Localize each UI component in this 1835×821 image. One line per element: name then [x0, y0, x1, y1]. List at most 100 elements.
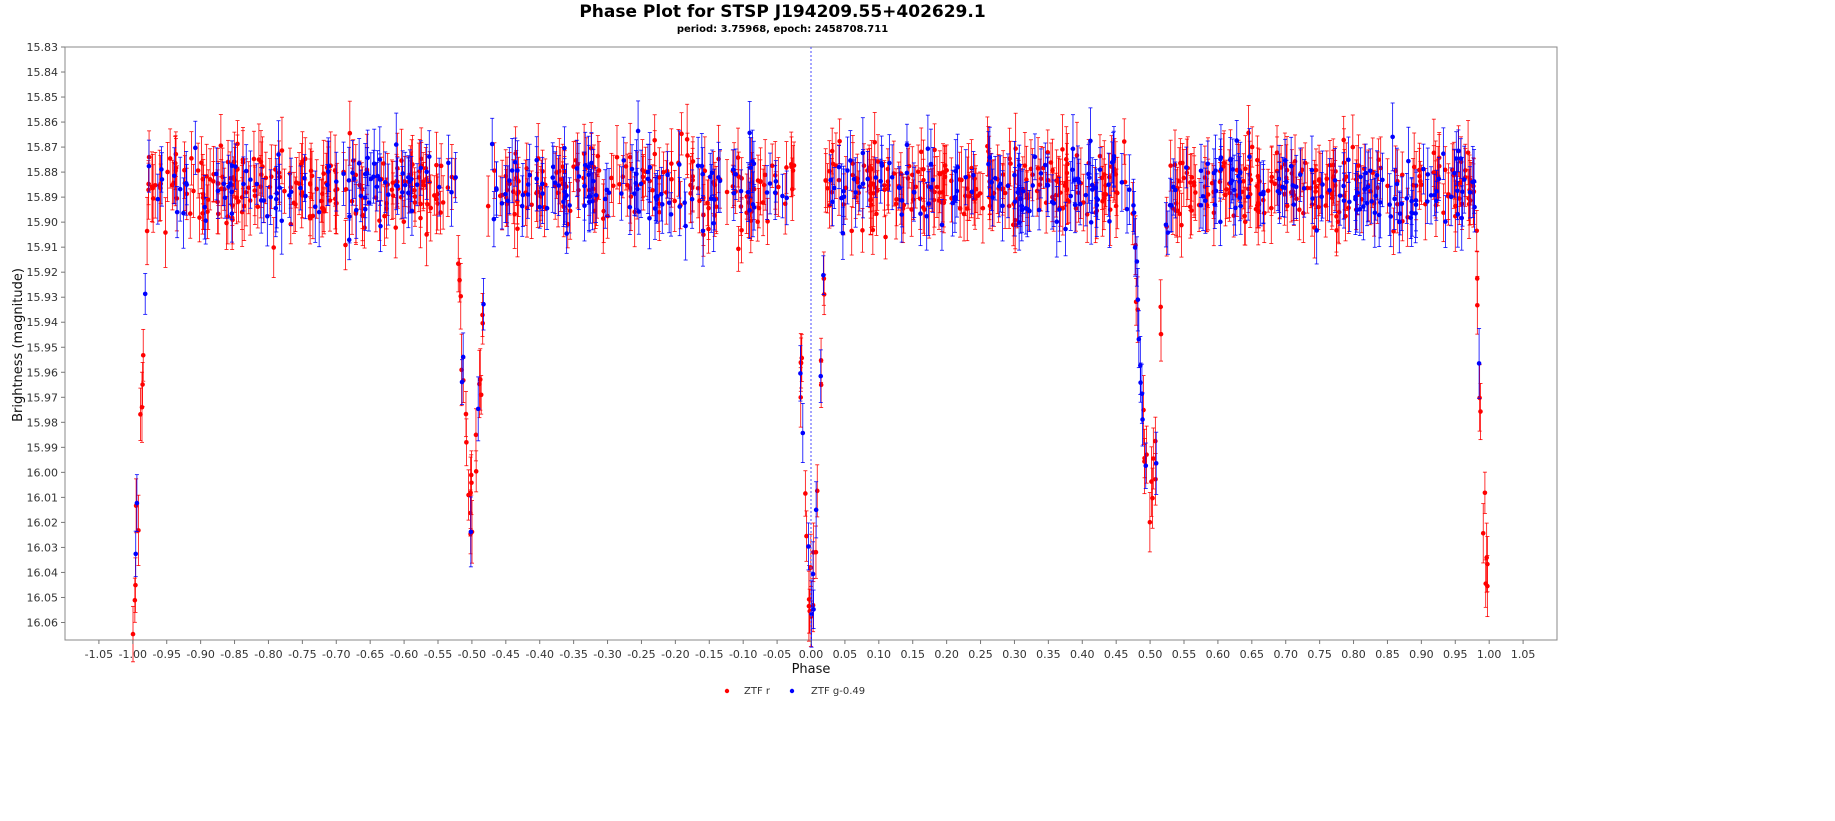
point-ztf-g — [925, 114, 931, 183]
point-ztf-g — [1247, 128, 1252, 186]
point-ztf-g — [1424, 179, 1430, 224]
x-tick-label: -0.15 — [695, 648, 723, 661]
point-ztf-r — [1465, 120, 1471, 186]
point-ztf-g — [1107, 194, 1112, 248]
point-ztf-g — [159, 146, 164, 193]
point-ztf-g — [1346, 136, 1351, 183]
point-ztf-r — [150, 164, 156, 233]
x-tick-label: -0.50 — [458, 648, 486, 661]
point-ztf-g — [1012, 140, 1017, 210]
point-ztf-r — [1482, 471, 1488, 514]
point-ztf-r — [893, 168, 899, 240]
point-ztf-g — [695, 136, 701, 195]
point-ztf-g — [668, 192, 674, 237]
point-ztf-g — [699, 133, 705, 199]
x-tick-label: -0.80 — [254, 648, 282, 661]
point-ztf-r — [235, 120, 240, 168]
point-ztf-g — [733, 148, 739, 200]
point-ztf-g — [1448, 167, 1454, 227]
point-ztf-r — [165, 141, 170, 202]
y-axis-label: Brightness (magnitude) — [11, 268, 26, 422]
point-ztf-g — [1057, 176, 1062, 243]
point-ztf-g — [1275, 171, 1281, 212]
point-ztf-g — [1472, 181, 1477, 233]
point-ztf-g — [873, 157, 879, 198]
x-tick-label: -0.60 — [390, 648, 418, 661]
x-tick-label: -0.30 — [593, 648, 621, 661]
point-ztf-r — [291, 171, 297, 234]
point-ztf-g — [418, 140, 424, 196]
point-ztf-r — [294, 157, 299, 209]
point-ztf-g — [1012, 166, 1018, 237]
point-ztf-g — [939, 199, 945, 251]
point-ztf-g — [374, 162, 380, 212]
point-ztf-g — [1397, 192, 1403, 236]
point-ztf-r — [765, 197, 770, 245]
point-ztf-g — [351, 158, 357, 199]
point-ztf-g — [1332, 148, 1338, 213]
point-ztf-g — [449, 157, 454, 227]
point-ztf-g — [1019, 187, 1025, 233]
point-ztf-g — [887, 134, 892, 192]
x-tick-label: -0.45 — [492, 648, 520, 661]
point-ztf-r — [412, 178, 418, 227]
y-tick-label: 15.99 — [27, 441, 59, 454]
point-ztf-g — [952, 166, 958, 233]
point-ztf-g — [436, 157, 442, 217]
point-ztf-g — [645, 143, 651, 201]
point-ztf-g — [848, 130, 853, 191]
y-tick-label: 15.97 — [27, 391, 59, 404]
point-ztf-g — [1394, 147, 1400, 221]
x-tick-label: -0.95 — [152, 648, 180, 661]
point-ztf-g — [619, 166, 624, 221]
point-ztf-r — [200, 174, 206, 222]
data-points — [130, 100, 1490, 663]
point-ztf-g — [784, 170, 790, 226]
point-ztf-r — [756, 187, 762, 229]
point-ztf-g — [950, 169, 955, 237]
point-ztf-r — [308, 148, 313, 221]
point-ztf-r — [1178, 138, 1183, 188]
point-ztf-g — [1000, 170, 1005, 242]
point-ztf-g — [689, 169, 695, 229]
point-ztf-g — [362, 143, 368, 206]
point-ztf-g — [831, 166, 837, 209]
point-ztf-g — [586, 144, 591, 205]
point-ztf-r — [1147, 492, 1153, 553]
point-ztf-g — [1380, 152, 1385, 208]
point-ztf-g — [229, 184, 235, 243]
point-ztf-g — [279, 187, 285, 255]
point-ztf-g — [1045, 153, 1051, 218]
point-ztf-g — [1376, 182, 1382, 248]
x-tick-label: -0.20 — [661, 648, 689, 661]
point-ztf-r — [140, 328, 146, 382]
point-ztf-r — [463, 391, 469, 438]
point-ztf-g — [1425, 147, 1431, 202]
point-ztf-g — [1135, 268, 1141, 332]
x-tick-label: -0.75 — [288, 648, 316, 661]
x-tick-label: -0.05 — [763, 648, 791, 661]
point-ztf-g — [589, 132, 594, 194]
y-tick-label: 15.85 — [27, 91, 59, 104]
point-ztf-g — [1421, 143, 1426, 195]
point-ztf-g — [878, 158, 883, 204]
point-ztf-g — [840, 206, 846, 260]
point-ztf-g — [1089, 157, 1095, 213]
point-ztf-g — [1153, 431, 1159, 495]
point-ztf-r — [195, 142, 201, 199]
point-ztf-g — [647, 187, 652, 250]
point-ztf-g — [534, 136, 540, 184]
y-tick-label: 15.87 — [27, 141, 59, 154]
point-ztf-g — [174, 186, 180, 239]
point-ztf-r — [150, 154, 155, 223]
x-tick-label: 0.00 — [799, 648, 824, 661]
point-ztf-g — [1218, 197, 1223, 247]
point-ztf-g — [1441, 127, 1446, 180]
point-ztf-g — [1310, 173, 1315, 224]
point-ztf-g — [865, 151, 871, 207]
point-ztf-g — [494, 161, 499, 216]
x-tick-label: 0.05 — [833, 648, 858, 661]
point-ztf-r — [669, 150, 674, 208]
point-ztf-g — [750, 171, 756, 238]
point-ztf-g — [1143, 442, 1149, 489]
